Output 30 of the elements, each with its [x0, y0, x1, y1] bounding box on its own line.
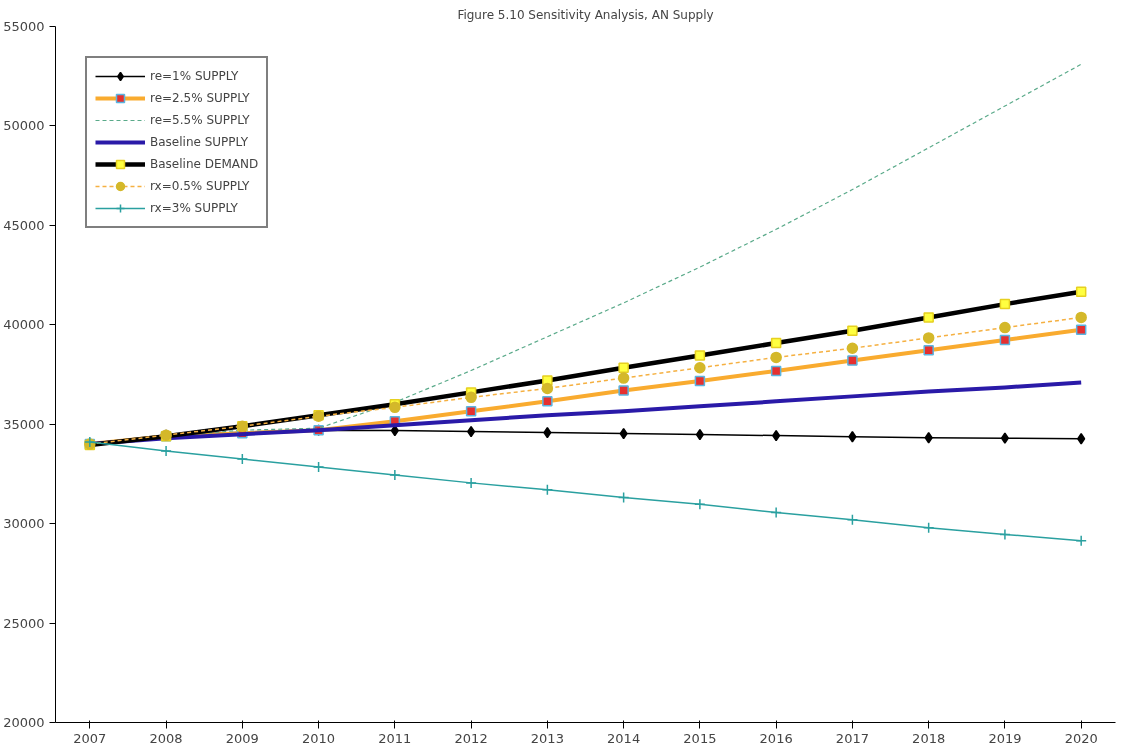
y-tick-label: 20000: [3, 715, 45, 730]
legend-label: re=2.5% SUPPLY: [150, 91, 250, 105]
x-tick-label: 2016: [759, 730, 793, 746]
chart-title: Figure 5.10 Sensitivity Analysis, AN Supply: [457, 7, 714, 22]
x-tick-label: 2017: [835, 730, 869, 746]
x-tick-label: 2015: [683, 730, 717, 746]
x-tick-label: 2010: [302, 730, 336, 746]
x-tick-label: 2014: [607, 730, 641, 746]
legend-label: rx=3% SUPPLY: [150, 201, 238, 215]
x-tick-label: 2012: [454, 730, 488, 746]
y-tick-label: 30000: [3, 516, 45, 532]
y-tick-label: 55000: [3, 19, 45, 34]
x-tick-label: 2019: [988, 730, 1022, 746]
y-tick-label: 50000: [3, 118, 45, 134]
x-tick-label: 2011: [378, 730, 412, 746]
legend-label: rx=0.5% SUPPLY: [150, 179, 250, 193]
x-tick-label: 2007: [73, 730, 107, 746]
y-tick-label: 40000: [3, 317, 45, 333]
y-tick-label: 35000: [3, 416, 45, 432]
x-tick-label: 2018: [912, 730, 946, 746]
x-tick-label: 2009: [225, 730, 259, 746]
legend-label: re=5.5% SUPPLY: [150, 113, 250, 127]
y-tick-label: 25000: [3, 615, 45, 631]
x-tick-label: 2008: [149, 730, 183, 746]
legend-label: Baseline DEMAND: [150, 157, 259, 171]
legend-label: Baseline SUPPLY: [150, 135, 248, 149]
x-tick-label: 2013: [530, 730, 564, 746]
x-tick-label: 2020: [1064, 730, 1098, 746]
y-tick-label: 45000: [3, 217, 45, 233]
legend-label: re=1% SUPPLY: [150, 69, 239, 83]
